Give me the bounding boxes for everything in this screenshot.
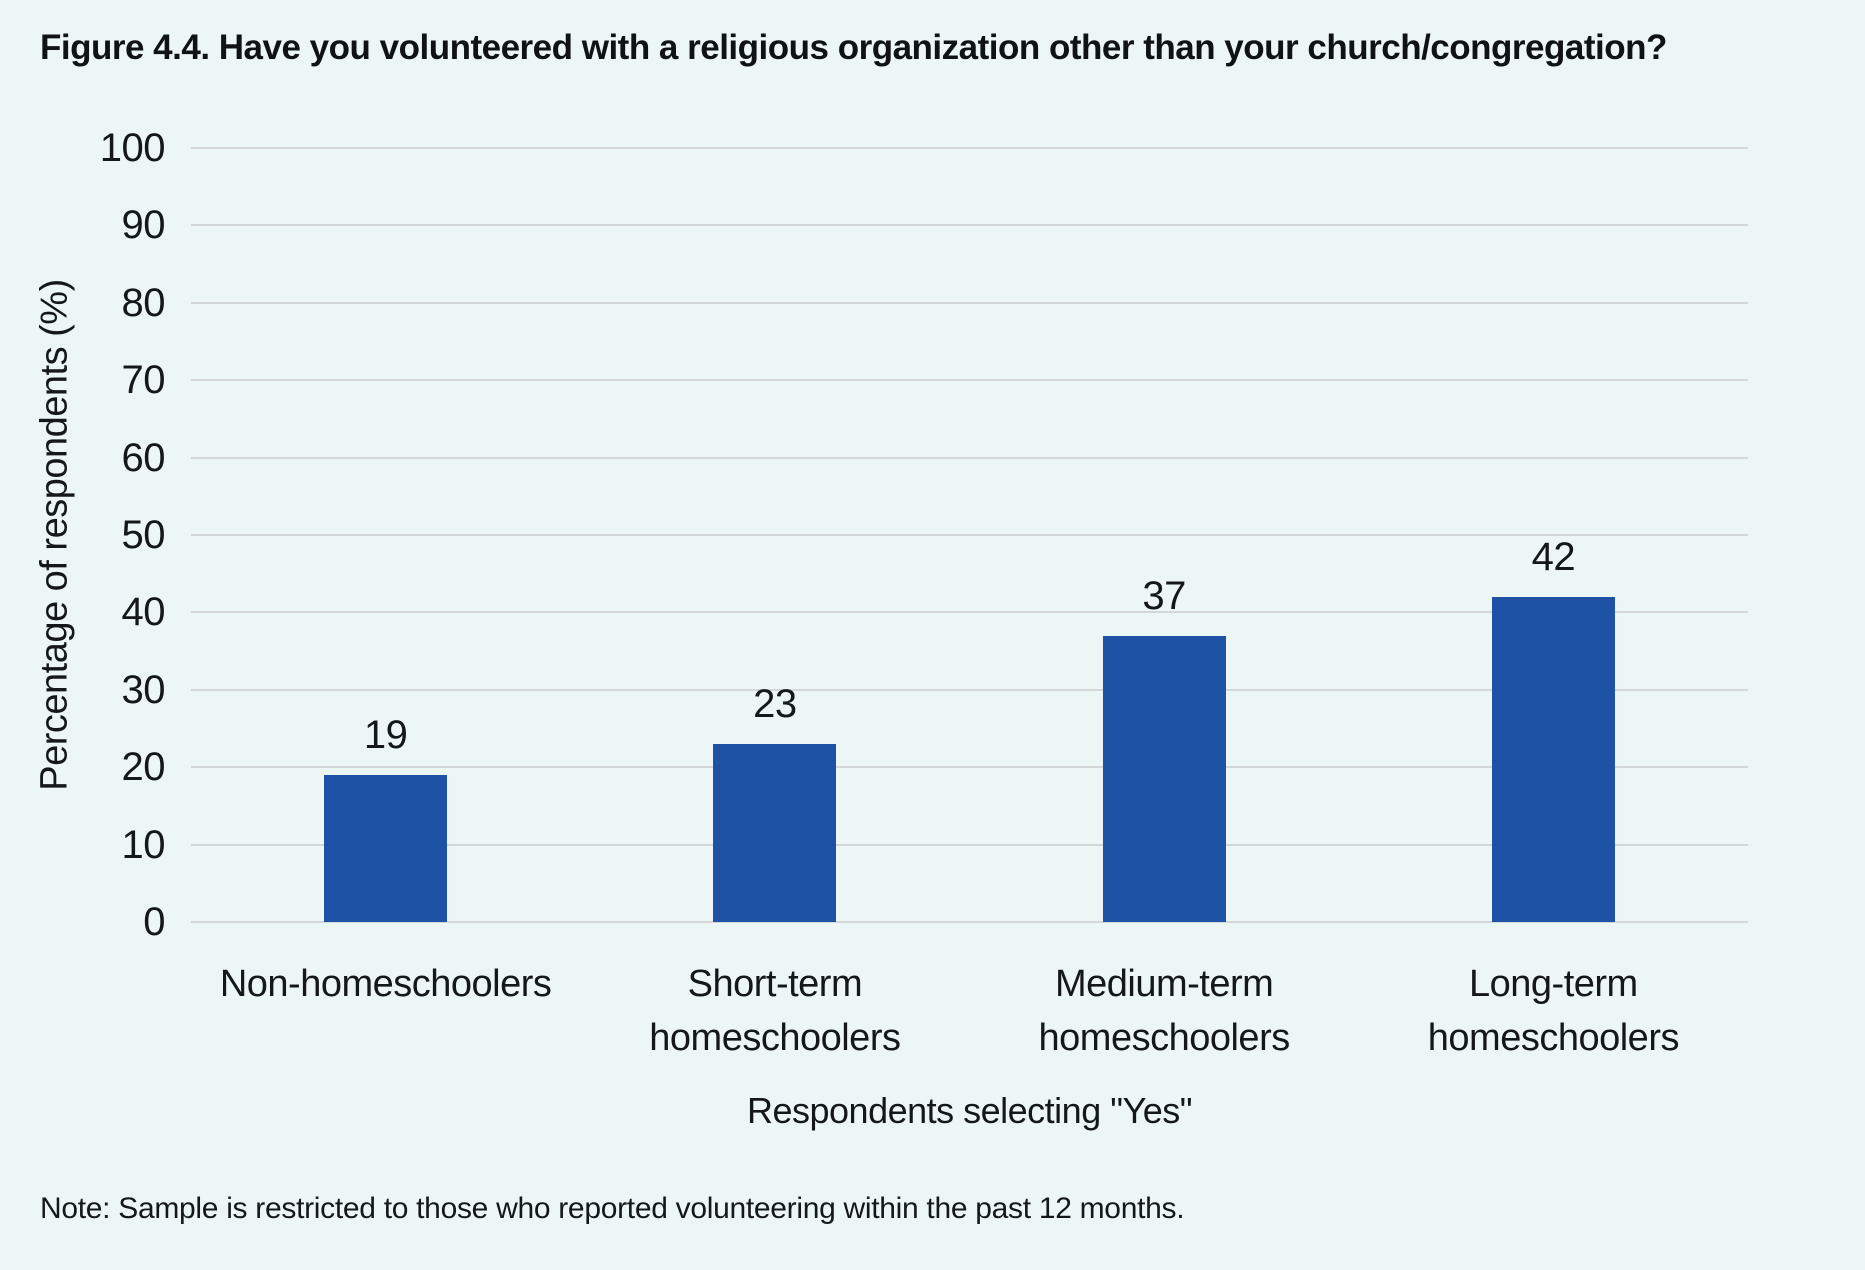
x-tick-label: Non-homeschoolers <box>219 963 552 1005</box>
y-tick-label: 10 <box>121 822 166 867</box>
bar <box>1491 596 1615 922</box>
x-tick-label: Long-term homeschoolers <box>1427 963 1680 1059</box>
footnote: Note: Sample is restricted to those who … <box>40 1192 1185 1225</box>
y-tick-label: 60 <box>121 435 166 480</box>
gridline <box>191 766 1748 769</box>
y-tick-label: 50 <box>121 513 166 557</box>
gridline <box>191 921 1748 923</box>
x-tick-label: Short-term homeschoolers <box>649 963 901 1059</box>
bar-value-label: 19 <box>363 712 408 757</box>
gridline <box>191 147 1748 149</box>
bar-value-label: 42 <box>1531 534 1576 579</box>
y-tick-label: 70 <box>121 358 166 403</box>
y-tick-label: 40 <box>121 590 166 635</box>
y-tick-label: 20 <box>121 745 166 790</box>
bar-value-label: 23 <box>753 681 797 726</box>
x-tick-label: Medium-term homeschoolers <box>1038 963 1291 1059</box>
gridline <box>191 456 1748 459</box>
gridline <box>191 843 1748 846</box>
gridline <box>191 534 1748 536</box>
gridline <box>191 301 1748 304</box>
gridline <box>191 611 1748 614</box>
bar-value-label: 37 <box>1142 573 1186 618</box>
plot-area: 0 10 20 30 40 50 60 70 80 90 100 19 Non-homeschooler… <box>100 126 1748 1131</box>
bar <box>1102 635 1226 922</box>
gridline <box>191 379 1748 382</box>
bar <box>713 743 837 922</box>
y-tick-label: 30 <box>121 667 166 712</box>
y-tick-label: 0 <box>143 900 165 944</box>
y-tick-label: 100 <box>99 126 166 170</box>
y-tick-label: 90 <box>121 203 166 248</box>
bar <box>324 774 448 922</box>
gridline <box>191 224 1748 227</box>
figure-title: Figure 4.4. Have you volunteered with a … <box>40 28 1667 67</box>
gridline <box>191 688 1748 691</box>
y-tick-label: 80 <box>121 280 166 325</box>
x-axis-label: Respondents selecting "Yes" <box>746 1090 1193 1131</box>
